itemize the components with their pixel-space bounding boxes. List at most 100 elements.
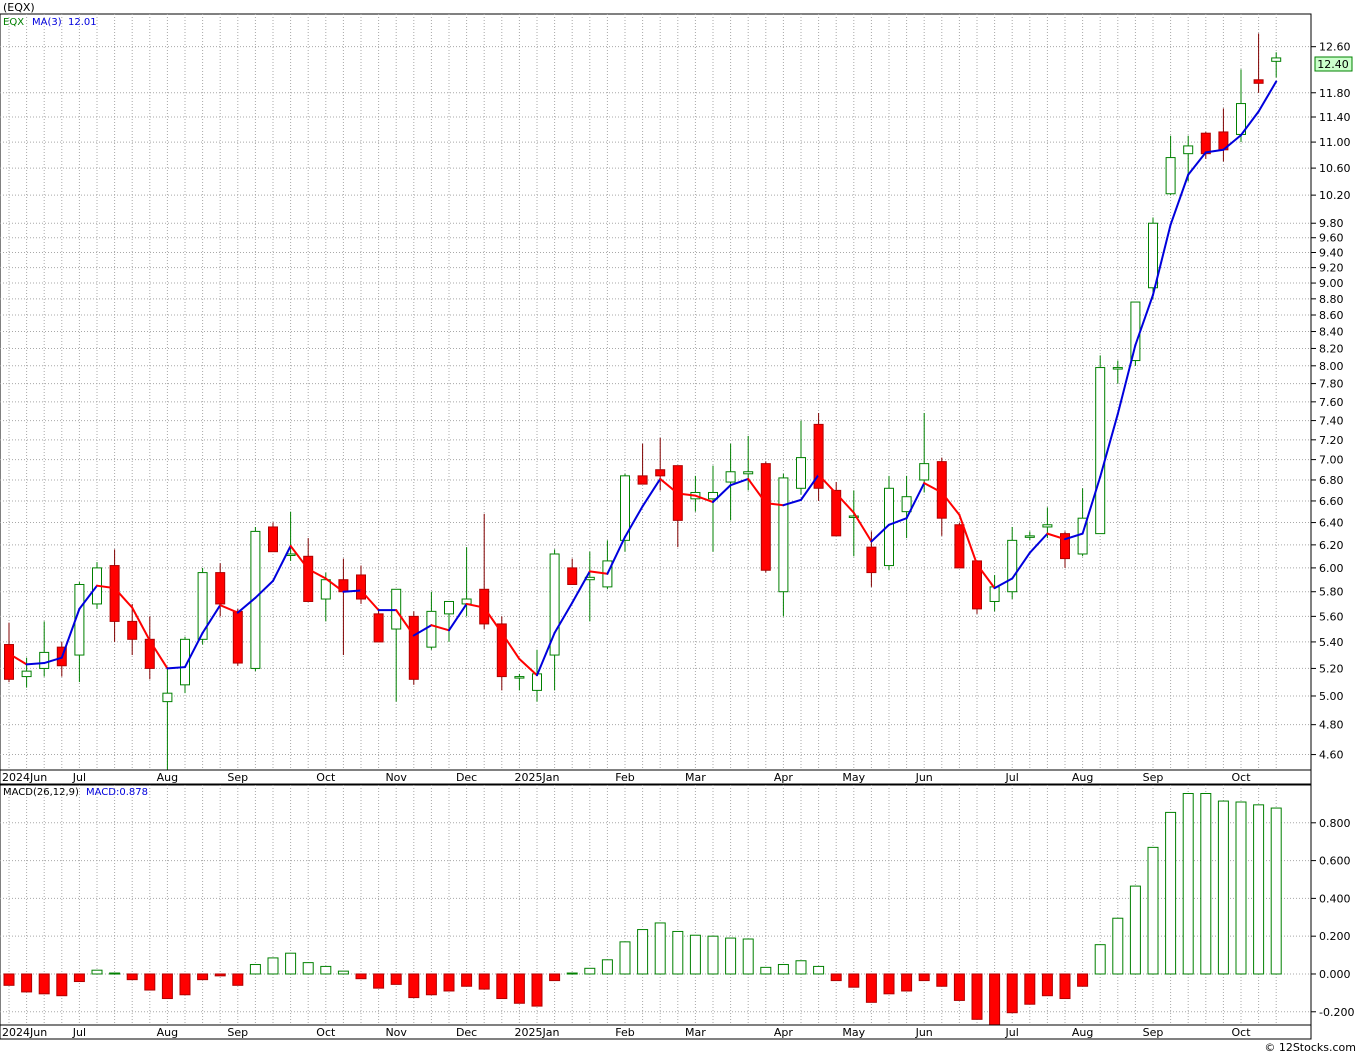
macd-bar <box>355 973 367 980</box>
ma-segment <box>976 563 996 590</box>
candle-body <box>250 530 261 669</box>
macd-bar <box>566 972 578 975</box>
candle <box>514 673 525 691</box>
candle-body <box>1148 222 1158 289</box>
candle-body <box>637 475 648 485</box>
ma-segment <box>448 602 468 632</box>
ma-segment <box>1257 80 1278 113</box>
macd-bar <box>461 973 473 987</box>
macd-x-tick-label: Jul <box>1005 1026 1019 1039</box>
price-y-tick-label: 8.00 <box>1319 360 1344 373</box>
ma-segment <box>817 473 838 495</box>
candle-body <box>1042 524 1053 528</box>
ma-segment <box>1011 551 1031 580</box>
price-x-tick-label: Mar <box>685 771 706 784</box>
candle <box>1165 135 1176 196</box>
macd-y-axis: -0.200 0.000 0.200 0.400 0.600 0.800 <box>1311 817 1354 1019</box>
macd-bar <box>1129 885 1141 975</box>
macd-bar <box>408 973 420 999</box>
price-y-tick-label: 7.80 <box>1319 378 1344 391</box>
ma-segment <box>729 477 750 487</box>
macd-bar <box>126 973 138 981</box>
ma-segment <box>1134 293 1154 347</box>
macd-x-tick-label: Oct <box>1231 1026 1251 1039</box>
price-y-tick-label: 6.00 <box>1319 562 1344 575</box>
candle <box>848 490 859 557</box>
macd-bar <box>971 973 983 1020</box>
candle <box>567 558 578 585</box>
candle <box>884 475 894 571</box>
ma-segment <box>553 601 574 634</box>
price-x-tick-label: Apr <box>774 771 794 784</box>
price-y-tick-label: 10.20 <box>1319 189 1351 202</box>
ma-segment <box>324 577 345 593</box>
candle-body <box>532 673 542 691</box>
ma-segment <box>254 579 274 599</box>
macd-y-tick-label: 0.200 <box>1319 930 1351 943</box>
price-x-tick-label: Oct <box>1231 771 1251 784</box>
price-x-tick-label: Aug <box>1072 771 1093 784</box>
candle <box>919 413 930 493</box>
macd-bars <box>3 793 1282 1029</box>
ma-segment <box>536 631 556 677</box>
price-x-axis-strip <box>0 769 1312 785</box>
macd-x-tick-label: Aug <box>157 1026 178 1039</box>
candle-body <box>778 477 789 593</box>
macd-bar <box>760 966 772 975</box>
ma-segment <box>96 584 116 590</box>
price-y-tick-label: 9.60 <box>1319 232 1344 245</box>
candle-body <box>831 489 842 537</box>
candle-body <box>655 469 666 477</box>
macd-bar <box>1165 811 1177 975</box>
macd-plot-area <box>0 784 1312 1026</box>
ma-segment <box>1116 344 1137 415</box>
candle <box>268 522 278 553</box>
candle <box>549 549 560 691</box>
candle-body <box>320 579 331 600</box>
candle <box>813 413 824 501</box>
candle <box>1024 531 1035 541</box>
legend-ma-label: MA(3) <box>32 17 62 28</box>
candle <box>1148 217 1158 299</box>
macd-bar <box>214 973 226 977</box>
macd-bar <box>513 973 525 1004</box>
macd-bar <box>267 957 279 975</box>
macd-bar <box>478 973 490 990</box>
ma-segment <box>747 477 767 505</box>
candle-body <box>109 565 120 622</box>
macd-x-tick-label: Apr <box>774 1026 794 1039</box>
macd-x-tick-label: Sep <box>1143 1026 1164 1039</box>
macd-bar <box>1235 801 1247 975</box>
candle <box>426 591 437 650</box>
price-y-tick-label: 7.20 <box>1319 434 1344 447</box>
ma-segment <box>236 596 257 614</box>
macd-legend-label: MACD(26,12,9) <box>3 787 79 798</box>
candle-body <box>144 638 155 669</box>
price-x-tick-label: Sep <box>1143 771 1164 784</box>
macd-bar <box>1270 807 1282 975</box>
candle-body <box>743 471 754 475</box>
candle <box>901 475 912 539</box>
candle <box>778 473 789 617</box>
ma-segment <box>25 662 46 666</box>
price-y-tick-label: 5.00 <box>1319 690 1344 703</box>
macd-bar <box>953 973 965 1001</box>
price-x-tick-label: 2025Jan <box>515 771 560 784</box>
candle <box>21 657 32 688</box>
last-price-value: 12.40 <box>1317 58 1349 71</box>
macd-bar <box>725 937 737 975</box>
candle-body <box>1024 535 1035 538</box>
candle <box>444 600 454 642</box>
price-y-tick-label: 7.60 <box>1319 396 1344 409</box>
price-y-tick-label: 8.20 <box>1319 342 1344 355</box>
ma-segment <box>870 523 890 543</box>
macd-bar <box>654 922 666 975</box>
candle <box>760 461 771 573</box>
macd-bar <box>777 964 789 975</box>
candle-body <box>1183 145 1194 155</box>
legend-symbol: EQX <box>3 17 24 28</box>
price-y-tick-label: 8.60 <box>1319 309 1344 322</box>
candle <box>1060 531 1070 568</box>
macd-bar <box>373 973 385 989</box>
ma-segment <box>782 498 802 507</box>
